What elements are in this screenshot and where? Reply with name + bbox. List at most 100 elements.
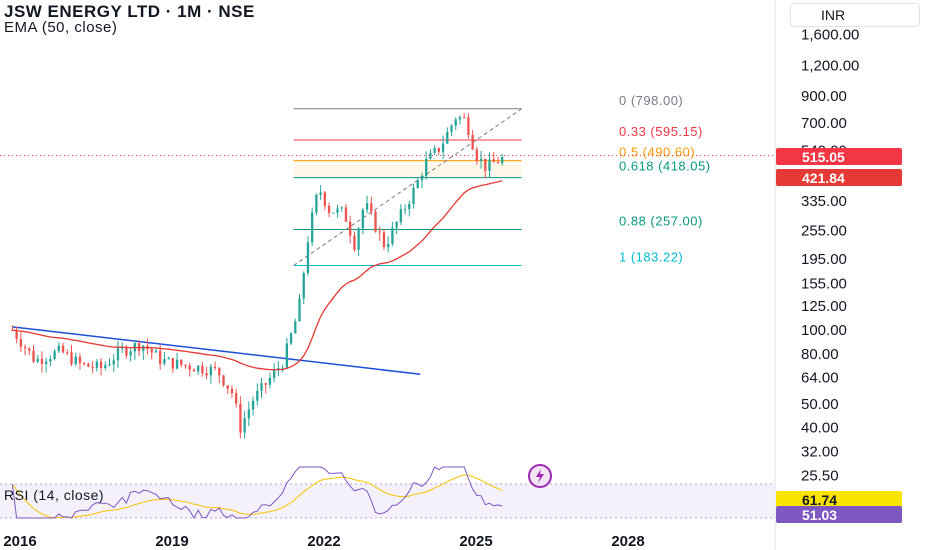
candle-body (344, 207, 348, 222)
candle-body (91, 366, 94, 368)
candle-body (298, 298, 301, 322)
candle-body (361, 209, 365, 229)
x-tick-label: 2025 (459, 533, 492, 550)
candle-body (403, 209, 407, 211)
fib-level-label: 0.5 (490.60) (619, 145, 695, 160)
rsi-line (11, 466, 503, 520)
candle-body (19, 338, 23, 347)
candle-body (387, 243, 390, 248)
ema-line (12, 180, 503, 371)
candle-body (416, 180, 419, 188)
candle-body (441, 143, 445, 152)
candle-body (268, 377, 272, 385)
candle-body (150, 349, 153, 353)
candle-body (365, 203, 369, 210)
candle-body (61, 345, 65, 353)
candle-body (104, 365, 107, 369)
fib-level-label: 0.88 (257.00) (619, 213, 703, 228)
candle-body (471, 135, 474, 150)
candle-body (180, 359, 183, 365)
candle-body (218, 367, 221, 376)
candle-body (382, 232, 386, 248)
candle-body (184, 364, 187, 366)
candle-body (273, 369, 276, 378)
candle-body (306, 242, 310, 273)
y-tick-label: 195.00 (801, 251, 847, 268)
y-tick-label: 700.00 (801, 115, 847, 132)
candle-body (247, 409, 251, 419)
candle-body (197, 365, 200, 372)
candle-body (336, 208, 339, 213)
candle-body (74, 356, 77, 365)
y-tick-label: 1,600.00 (801, 27, 859, 44)
candle-body (66, 352, 69, 354)
x-tick-label: 2016 (3, 533, 36, 550)
candle-body (378, 231, 381, 233)
candle-body (408, 203, 411, 210)
candle-body (230, 388, 234, 394)
candle-body (28, 348, 31, 351)
currency-selector[interactable]: INR (790, 3, 920, 27)
candle-body (154, 350, 158, 353)
y-tick-label: 32.00 (801, 443, 839, 460)
candle-body (57, 345, 61, 352)
candle-body (70, 352, 73, 365)
y-tick-label: 100.00 (801, 322, 847, 339)
candle-body (425, 158, 428, 176)
candle-body (205, 373, 208, 376)
ema-indicator-label: EMA (50, close) (4, 19, 118, 36)
candle-body (112, 360, 115, 365)
candle-body (121, 347, 124, 349)
candle-body (251, 400, 255, 410)
candle-body (226, 385, 229, 389)
candle-body (323, 192, 327, 206)
candle-body (374, 211, 377, 232)
candle-body (488, 159, 491, 171)
y-tick-label: 155.00 (801, 275, 847, 292)
candle-body (222, 375, 225, 386)
rsi-value-label: 51.03 (776, 506, 902, 523)
flash-icon[interactable] (528, 464, 552, 488)
ema-price-label: 421.84 (776, 169, 902, 186)
candle-body (420, 175, 424, 181)
candle-body (78, 356, 82, 364)
candle-body (391, 227, 394, 244)
candle-body (53, 351, 56, 359)
candle-body (353, 235, 356, 250)
candle-body (45, 361, 48, 365)
candle-body (167, 357, 170, 360)
candle-body (446, 131, 449, 144)
candle-body (32, 350, 35, 362)
candle-body (95, 361, 99, 368)
fib-trend-line (293, 108, 522, 266)
candle-body (171, 357, 175, 369)
candle-body (49, 358, 52, 362)
candle-body (201, 365, 204, 374)
candle-body (281, 367, 284, 369)
candle-body (467, 117, 470, 136)
candle-body (243, 418, 246, 433)
candle-body (294, 321, 297, 334)
candle-body (192, 369, 196, 372)
fib-level-label: 0.618 (418.05) (619, 159, 711, 174)
candle-body (395, 222, 398, 228)
rsi-ma-line (11, 474, 503, 519)
chart-title: JSW ENERGY LTD · 1M · NSE (4, 2, 255, 21)
y-tick-label: 40.00 (801, 420, 839, 437)
candle-body (83, 363, 86, 365)
candle-body (302, 272, 305, 299)
candle-body (116, 348, 120, 361)
fib-level-label: 1 (183.22) (619, 250, 683, 265)
candle-body (209, 366, 213, 376)
candle-body (213, 366, 217, 368)
candle-body (289, 333, 293, 344)
y-tick-label: 80.00 (801, 346, 839, 363)
x-tick-label: 2022 (307, 533, 340, 550)
candle-body (285, 343, 289, 368)
candle-body (99, 361, 103, 369)
candle-body (332, 212, 335, 214)
candle-body (108, 364, 111, 366)
candle-body (125, 347, 128, 356)
candle-body (501, 156, 504, 164)
